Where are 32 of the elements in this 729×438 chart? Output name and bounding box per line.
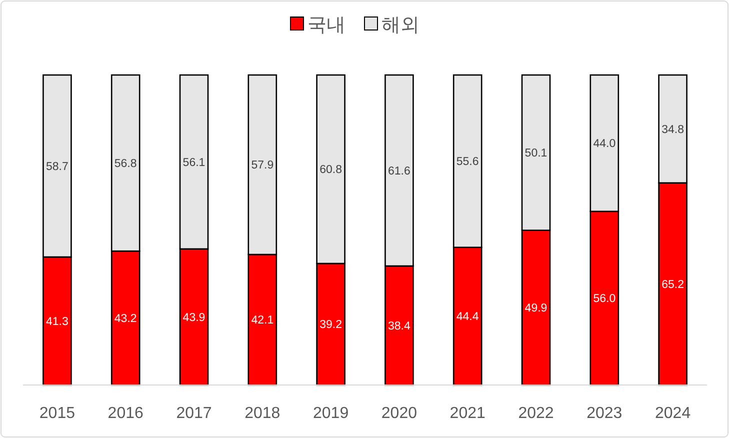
data-label: 55.6 bbox=[456, 156, 479, 168]
x-tick-label: 2018 bbox=[244, 405, 280, 422]
x-tick-label: 2017 bbox=[176, 405, 212, 422]
data-label: 41.3 bbox=[46, 316, 68, 328]
data-label: 49.9 bbox=[524, 302, 548, 315]
x-tick-label: 2024 bbox=[655, 405, 691, 422]
legend-label: 국내 bbox=[308, 15, 346, 36]
x-tick-label: 2016 bbox=[108, 405, 144, 422]
x-tick-label: 2020 bbox=[381, 405, 418, 422]
data-label: 65.2 bbox=[662, 278, 684, 291]
data-label: 43.2 bbox=[114, 313, 137, 326]
data-label: 56.1 bbox=[182, 156, 206, 169]
data-label: 39.2 bbox=[320, 319, 342, 332]
data-label: 60.8 bbox=[320, 164, 342, 176]
x-tick-label: 2021 bbox=[450, 405, 486, 422]
x-tick-label: 2023 bbox=[586, 405, 622, 422]
data-label: 44.4 bbox=[456, 311, 480, 324]
data-label: 57.9 bbox=[251, 160, 274, 172]
x-tick-label: 2022 bbox=[518, 405, 554, 422]
x-tick-label: 2019 bbox=[313, 405, 349, 422]
data-label: 56.0 bbox=[593, 293, 616, 306]
data-label: 56.8 bbox=[114, 158, 137, 170]
data-label: 43.9 bbox=[182, 312, 206, 324]
data-label: 34.8 bbox=[662, 124, 684, 136]
x-tick-label: 2015 bbox=[39, 405, 76, 422]
data-label: 42.1 bbox=[251, 314, 274, 327]
data-label: 61.6 bbox=[388, 165, 410, 178]
data-label: 50.1 bbox=[524, 148, 548, 160]
data-label: 44.0 bbox=[593, 138, 616, 150]
data-label: 58.7 bbox=[46, 160, 68, 173]
data-label: 38.4 bbox=[388, 320, 411, 332]
legend-label: 해외 bbox=[382, 15, 420, 36]
